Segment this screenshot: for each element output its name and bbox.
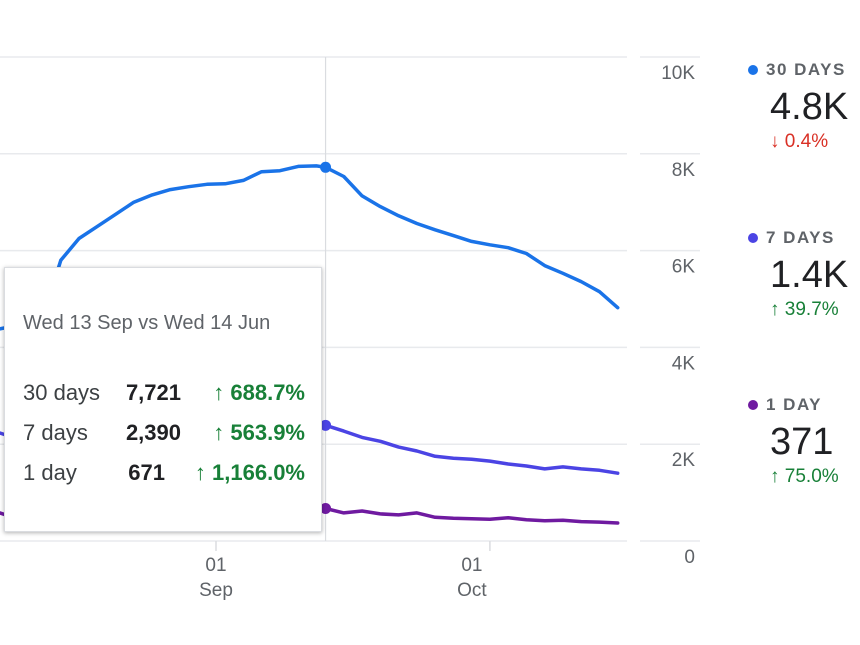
y-tick-label: 6K bbox=[672, 257, 696, 278]
series-dot bbox=[748, 233, 758, 243]
y-tick-label: 8K bbox=[672, 160, 696, 181]
tooltip-label: 1 day bbox=[23, 460, 77, 485]
tooltip-label: 30 days bbox=[23, 380, 101, 405]
legend-change: 75.0% bbox=[784, 466, 839, 487]
arrow-up-icon: ↑ bbox=[213, 420, 225, 445]
legend-7-days[interactable]: 7 DAYS 1.4K ↑ 39.7% bbox=[748, 228, 848, 321]
legend-label: 1 DAY bbox=[766, 395, 823, 414]
tooltip-change: 563.9% bbox=[230, 420, 305, 445]
tooltip-title: Wed 13 Sep vs Wed 14 Jun bbox=[23, 312, 271, 334]
arrow-up-icon: ↑ bbox=[213, 380, 225, 405]
x-tick-label: 01 bbox=[205, 555, 226, 576]
y-tick-label: 0 bbox=[684, 547, 695, 568]
arrow-down-icon: ↓ bbox=[770, 131, 780, 152]
hover-point bbox=[320, 419, 332, 431]
legend-value: 4.8K bbox=[770, 86, 849, 128]
tooltip-label: 7 days bbox=[23, 420, 88, 445]
arrow-up-icon: ↑ bbox=[770, 299, 780, 320]
series-line-30-days bbox=[0, 164, 620, 331]
legend-change: 0.4% bbox=[784, 131, 829, 152]
legend-1-day[interactable]: 1 DAY 371 ↑ 75.0% bbox=[748, 395, 839, 488]
legend-change: 39.7% bbox=[784, 299, 839, 320]
tooltip-row-7-days: 7 days 2,390 ↑ 563.9% bbox=[23, 420, 305, 450]
legend-label: 30 DAYS bbox=[766, 60, 846, 79]
legend-30-days[interactable]: 30 DAYS 4.8K ↓ 0.4% bbox=[748, 60, 848, 153]
tooltip-row-1-day: 1 day 671 ↑ 1,166.0% bbox=[23, 460, 305, 490]
tooltip-value: 671 bbox=[128, 460, 165, 485]
y-tick-label: 4K bbox=[672, 353, 696, 374]
x-tick-label: 01 bbox=[461, 555, 482, 576]
hover-tooltip: Wed 13 Sep vs Wed 14 Jun 30 days 7,721 ↑… bbox=[4, 267, 322, 532]
hover-point bbox=[320, 161, 332, 173]
series-dot bbox=[748, 65, 758, 75]
hover-point bbox=[320, 503, 332, 515]
x-tick-label: Sep bbox=[199, 580, 233, 601]
arrow-up-icon: ↑ bbox=[770, 466, 780, 487]
legend-value: 1.4K bbox=[770, 254, 849, 296]
tooltip-value: 2,390 bbox=[125, 420, 181, 445]
y-tick-label: 10K bbox=[661, 63, 695, 84]
tooltip-change: 1,166.0% bbox=[212, 460, 305, 485]
legend-value: 371 bbox=[770, 421, 834, 463]
series-dot bbox=[748, 400, 758, 410]
x-tick-label: Oct bbox=[457, 580, 487, 601]
legend-label: 7 DAYS bbox=[766, 228, 835, 247]
tooltip-value: 7,721 bbox=[125, 380, 181, 405]
tooltip-row-30-days: 30 days 7,721 ↑ 688.7% bbox=[23, 380, 305, 410]
tooltip-change: 688.7% bbox=[230, 380, 305, 405]
arrow-up-icon: ↑ bbox=[194, 460, 206, 485]
y-tick-label: 2K bbox=[672, 450, 696, 471]
